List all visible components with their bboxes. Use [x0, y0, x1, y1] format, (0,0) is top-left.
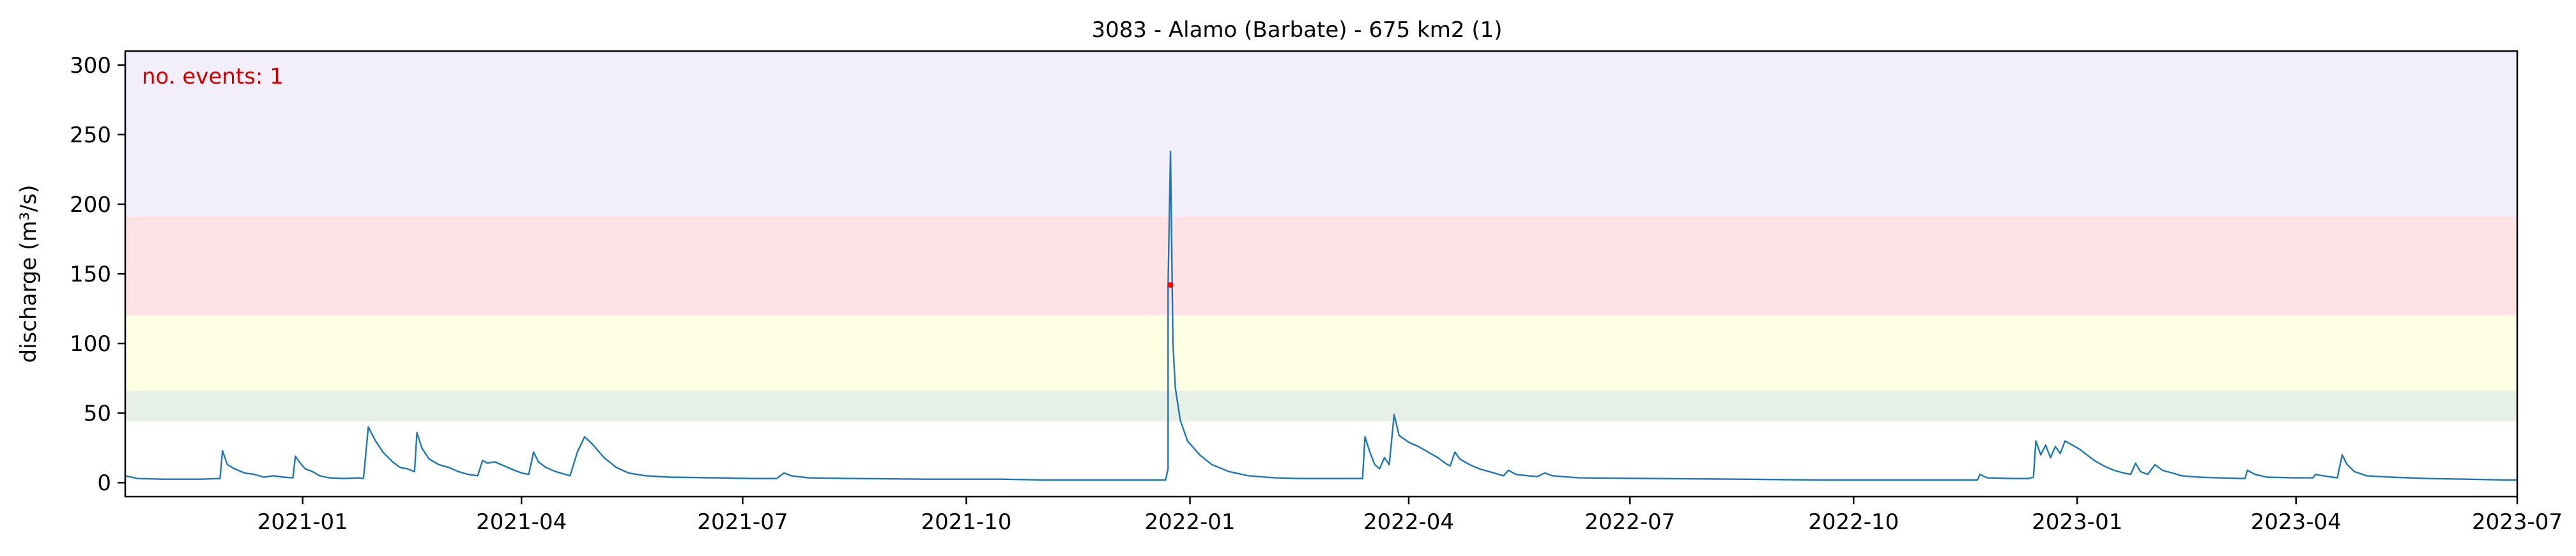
y-tick-label: 300	[70, 53, 111, 79]
x-tick-label: 2022-10	[1808, 509, 1899, 535]
threshold-bands	[125, 51, 2517, 422]
y-axis: 0 50 100 150 200 250 300	[70, 53, 125, 496]
y-tick-label: 100	[70, 331, 111, 357]
x-tick-label: 2022-01	[1145, 509, 1236, 535]
chart-title: 3083 - Alamo (Barbate) - 675 km2 (1)	[1091, 17, 1502, 43]
threshold-band-2	[125, 315, 2517, 391]
x-tick-label: 2021-04	[476, 509, 567, 535]
x-tick-label: 2023-07	[2472, 509, 2563, 535]
y-tick-label: 150	[70, 262, 111, 287]
x-tick-label: 2021-01	[257, 509, 348, 535]
threshold-band-3	[125, 216, 2517, 316]
events-count-annotation: no. events: 1	[142, 64, 284, 89]
x-tick-label: 2022-04	[1363, 509, 1454, 535]
x-tick-label: 2023-04	[2251, 509, 2342, 535]
y-axis-title: discharge (m³/s)	[16, 185, 42, 363]
event-markers	[1167, 282, 1174, 288]
y-tick-label: 50	[84, 401, 111, 426]
x-tick-label: 2023-01	[2032, 509, 2122, 535]
x-tick-label: 2021-10	[921, 509, 1011, 535]
x-tick-label: 2022-07	[1584, 509, 1675, 535]
discharge-series-group	[125, 150, 2517, 481]
y-tick-label: 250	[70, 123, 111, 148]
y-tick-label: 0	[97, 470, 111, 496]
discharge-series-line	[125, 150, 2517, 481]
x-axis: 2021-01 2021-04 2021-07 2021-10 2022-01 2022-…	[257, 497, 2563, 535]
x-tick-label: 2021-07	[697, 509, 788, 535]
threshold-band-4	[125, 51, 2517, 217]
event-marker-1	[1167, 282, 1174, 288]
threshold-band-1	[125, 391, 2517, 422]
y-tick-label: 200	[70, 192, 111, 218]
